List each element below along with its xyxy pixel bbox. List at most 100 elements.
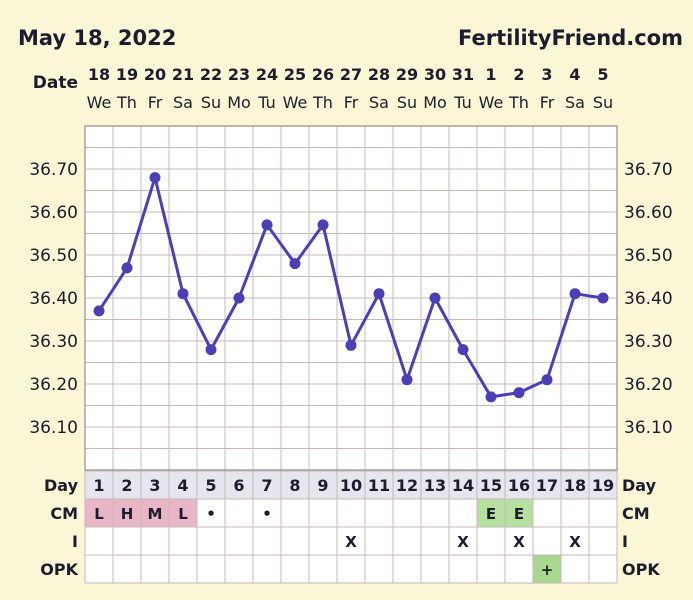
cm-cell-bg	[85, 499, 113, 527]
date-label: 19	[116, 65, 138, 84]
day-number: 6	[233, 476, 244, 495]
weekday-label: Fr	[344, 93, 359, 112]
row-label-right: OPK	[622, 560, 660, 579]
temperature-point	[541, 374, 553, 386]
cm-cell-bg	[113, 499, 141, 527]
date-label: 30	[424, 65, 446, 84]
day-number: 17	[536, 476, 558, 495]
weekday-label: Th	[116, 93, 137, 112]
cm-value: L	[94, 505, 104, 523]
weekday-label: Sa	[565, 93, 585, 112]
cm-value: E	[514, 505, 524, 523]
day-number: 15	[480, 476, 502, 495]
opk-result: +	[541, 561, 554, 579]
y-tick-label-right: 36.70	[624, 160, 673, 180]
date-label: 21	[172, 65, 194, 84]
date-label: 24	[256, 65, 278, 84]
date-label: 28	[368, 65, 390, 84]
brand-name: FertilityFriend.com	[458, 26, 683, 50]
cm-value: H	[121, 505, 134, 523]
weekday-label: Th	[312, 93, 333, 112]
y-tick-label-right: 36.40	[624, 289, 673, 309]
weekday-label: Tu	[257, 93, 275, 112]
temperature-point	[121, 262, 133, 274]
date-label: 2	[513, 65, 524, 84]
weekday-label: Sa	[173, 93, 193, 112]
day-number: 16	[508, 476, 530, 495]
y-tick-label-left: 36.20	[29, 375, 78, 395]
cm-value: M	[148, 505, 163, 523]
intercourse-mark: X	[457, 533, 469, 551]
weekday-label: Mo	[227, 93, 251, 112]
day-number: 7	[261, 476, 272, 495]
y-tick-label-left: 36.30	[29, 332, 78, 352]
weekday-label: Tu	[453, 93, 471, 112]
date-label: 23	[228, 65, 250, 84]
intercourse-mark: X	[345, 533, 357, 551]
row-label-right: I	[622, 532, 628, 551]
day-number: 8	[289, 476, 300, 495]
temperature-point	[233, 292, 245, 304]
cm-value: E	[486, 505, 496, 523]
date-label: 22	[200, 65, 222, 84]
y-tick-label-left: 36.50	[29, 246, 78, 266]
temperature-point	[149, 172, 161, 184]
day-number: 12	[396, 476, 418, 495]
temperature-point	[485, 391, 497, 403]
y-tick-label-right: 36.30	[624, 332, 673, 352]
table-row-bg	[85, 555, 617, 583]
y-tick-label-right: 36.50	[624, 246, 673, 266]
date-label: 25	[284, 65, 306, 84]
date-label: 31	[452, 65, 474, 84]
cm-value: •	[262, 505, 272, 523]
cm-cell-bg	[477, 499, 505, 527]
row-label-right: Day	[622, 476, 657, 495]
weekday-label: Mo	[423, 93, 447, 112]
cm-value: L	[178, 505, 188, 523]
weekday-label: We	[283, 93, 308, 112]
day-number: 10	[340, 476, 362, 495]
temperature-point	[513, 387, 525, 399]
temperature-point	[317, 219, 329, 231]
row-label-left: CM	[50, 504, 78, 523]
day-number: 1	[93, 476, 104, 495]
day-number: 14	[452, 476, 474, 495]
date-row-label: Date	[33, 73, 78, 93]
weekday-label: Su	[201, 93, 221, 112]
y-tick-label-left: 36.60	[29, 203, 78, 223]
day-number: 19	[592, 476, 614, 495]
temperature-point	[373, 288, 385, 300]
intercourse-mark: X	[513, 533, 525, 551]
date-label: 18	[88, 65, 110, 84]
temperature-point	[569, 288, 581, 300]
row-label-left: Day	[44, 476, 79, 495]
date-label: 26	[312, 65, 334, 84]
row-label-right: CM	[622, 504, 650, 523]
weekday-label: Su	[593, 93, 613, 112]
date-label: 5	[597, 65, 608, 84]
cm-cell-bg	[505, 499, 533, 527]
day-number: 2	[121, 476, 132, 495]
weekday-label: We	[87, 93, 112, 112]
weekday-label: Fr	[148, 93, 163, 112]
date-label: 4	[569, 65, 580, 84]
temperature-point	[429, 292, 441, 304]
temperature-point	[401, 374, 413, 386]
y-tick-label-right: 36.60	[624, 203, 673, 223]
row-label-left: I	[72, 532, 78, 551]
temperature-point	[345, 339, 357, 351]
y-tick-label-left: 36.40	[29, 289, 78, 309]
day-number: 9	[317, 476, 328, 495]
temperature-point	[457, 344, 469, 356]
day-number: 5	[205, 476, 216, 495]
date-label: 20	[144, 65, 166, 84]
y-tick-label-right: 36.10	[624, 418, 673, 438]
temperature-point	[177, 288, 189, 300]
day-row-bg	[85, 471, 617, 499]
chart-date-title: May 18, 2022	[18, 26, 177, 50]
day-number: 13	[424, 476, 446, 495]
weekday-label: Sa	[369, 93, 389, 112]
table-row-bg	[85, 527, 617, 555]
y-tick-label-right: 36.20	[624, 375, 673, 395]
